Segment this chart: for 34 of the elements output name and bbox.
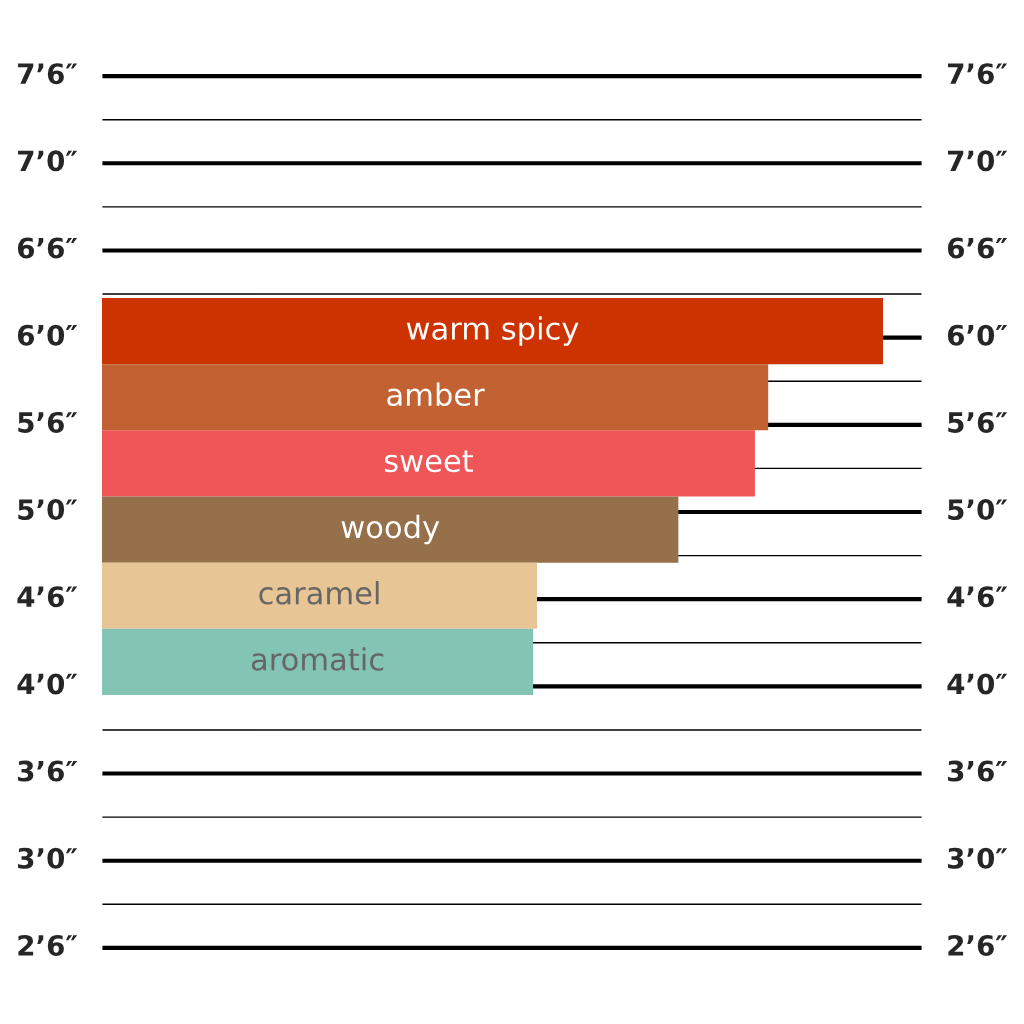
bar — [102, 430, 755, 497]
y-tick-label: aromatic — [251, 647, 384, 671]
y-tick-label: amber — [387, 382, 485, 407]
text: 7’0″ — [18, 150, 78, 172]
text: 4’0″ — [17, 673, 78, 695]
text: 2’6″ — [18, 934, 78, 956]
bar — [102, 628, 534, 695]
text: 3’0″ — [948, 847, 1008, 869]
bar — [102, 364, 769, 431]
bar — [102, 496, 679, 563]
text: 5’0″ — [948, 499, 1008, 521]
text: 7’0″ — [948, 150, 1008, 172]
text: 2’6″ — [948, 934, 1008, 956]
y-tick-label: caramel — [259, 580, 379, 605]
text: 5’0″ — [18, 499, 78, 521]
text: 4’6″ — [947, 586, 1008, 608]
text: 4’0″ — [947, 673, 1008, 695]
y-tick-label: warm spicy — [406, 316, 579, 346]
text: 6’6″ — [947, 237, 1008, 259]
bar — [102, 298, 883, 365]
text: 3’6″ — [18, 760, 78, 782]
text: 7’6″ — [948, 63, 1008, 85]
text: 7’6″ — [18, 63, 78, 85]
text: 6’0″ — [17, 324, 78, 346]
text: 5’6″ — [948, 411, 1008, 433]
bar — [102, 562, 538, 629]
text: 4’6″ — [17, 586, 78, 608]
text: 6’6″ — [17, 237, 78, 259]
text: 6’0″ — [947, 324, 1008, 346]
y-tick-label: sweet — [384, 450, 473, 473]
text: 3’0″ — [18, 847, 78, 869]
text: 5’6″ — [18, 411, 78, 433]
y-tick-label: woody — [341, 514, 440, 545]
text: 3’6″ — [948, 760, 1008, 782]
